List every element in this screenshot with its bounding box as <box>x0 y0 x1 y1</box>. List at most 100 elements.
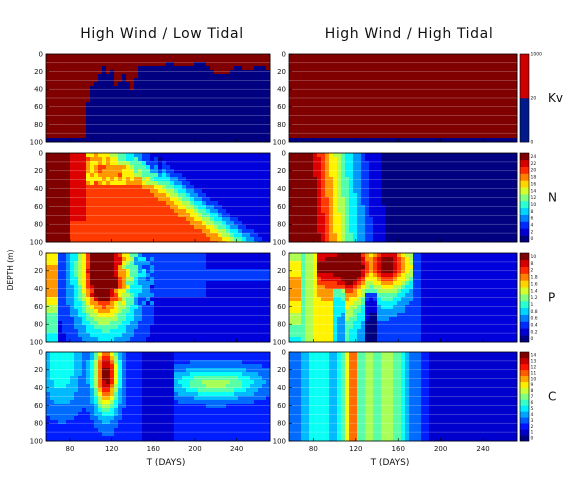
heat-cell <box>457 217 462 222</box>
heat-cell <box>182 134 187 139</box>
heat-cell <box>254 138 259 143</box>
heat-cell <box>505 98 510 103</box>
heat-cell <box>166 138 171 143</box>
heat-cell <box>493 161 498 166</box>
heat-cell <box>429 126 434 131</box>
heat-cell <box>94 169 99 174</box>
heat-cell <box>122 106 127 111</box>
heat-cell <box>301 70 306 75</box>
heat-cell <box>461 110 466 115</box>
heat-cell <box>317 126 322 131</box>
heat-cell <box>122 78 127 83</box>
heat-cell <box>86 66 91 71</box>
heat-cell <box>461 134 466 139</box>
heat-cell <box>218 122 223 127</box>
heat-cell <box>505 193 510 198</box>
heat-cell <box>74 62 79 67</box>
heat-cell <box>58 185 63 190</box>
heat-cell <box>262 90 267 95</box>
heat-cell <box>437 209 442 214</box>
heat-cell <box>90 229 95 234</box>
heat-cell <box>78 209 83 214</box>
heat-cell <box>313 78 318 83</box>
heat-cell <box>214 217 219 222</box>
heat-cell <box>234 157 239 162</box>
heat-cell <box>293 78 298 83</box>
heat-cell <box>437 181 442 186</box>
heat-cell <box>309 74 314 79</box>
heat-cell <box>146 70 151 75</box>
heat-cell <box>497 161 502 166</box>
heat-cell <box>345 134 350 139</box>
heat-cell <box>206 181 211 186</box>
panel-gridlines <box>289 62 517 134</box>
heat-cell <box>170 165 175 170</box>
heat-cell <box>238 217 243 222</box>
heat-cell <box>457 90 462 95</box>
heat-cell <box>477 82 482 87</box>
heat-cell <box>337 177 342 182</box>
heat-cell <box>258 78 263 83</box>
heat-cell <box>445 217 450 222</box>
heat-cell <box>266 122 271 127</box>
heat-cell <box>461 62 466 67</box>
heat-cell <box>325 221 330 226</box>
heat-cell <box>138 114 143 119</box>
heat-cell <box>489 90 494 95</box>
heat-cell <box>62 229 67 234</box>
heat-cell <box>246 169 251 174</box>
heat-cell <box>174 189 179 194</box>
heat-cell <box>377 58 382 63</box>
heat-cell <box>242 138 247 143</box>
heat-cell <box>178 201 183 206</box>
heat-cell <box>234 221 239 226</box>
heat-cell <box>373 114 378 119</box>
heat-cell <box>46 197 51 202</box>
heat-cell <box>206 106 211 111</box>
heat-cell <box>509 78 514 83</box>
heat-cell <box>210 221 215 226</box>
heat-cell <box>377 126 382 131</box>
heat-cell <box>74 221 79 226</box>
heat-cell <box>473 90 478 95</box>
heat-cell <box>222 98 227 103</box>
heat-cell <box>309 181 314 186</box>
heat-cell <box>254 217 259 222</box>
heat-cell <box>150 98 155 103</box>
heat-cell <box>150 169 155 174</box>
heat-cell <box>497 201 502 206</box>
heat-cell <box>126 58 131 63</box>
heat-cell <box>258 197 263 202</box>
heat-cell <box>457 102 462 107</box>
heat-cell <box>114 114 119 119</box>
heat-cell <box>182 201 187 206</box>
heat-cell <box>473 114 478 119</box>
heat-cell <box>333 130 338 135</box>
heat-cell <box>409 138 414 143</box>
heat-cell <box>441 185 446 190</box>
heat-cell <box>74 189 79 194</box>
heat-cell <box>254 86 259 91</box>
heat-cell <box>122 197 127 202</box>
heat-cell <box>301 94 306 99</box>
heat-cell <box>349 54 354 59</box>
heat-cell <box>194 181 199 186</box>
heat-cell <box>465 82 470 87</box>
heat-cell <box>58 86 63 91</box>
heat-cell <box>198 138 203 143</box>
heat-cell <box>409 54 414 59</box>
heat-cell <box>485 134 490 139</box>
heat-cell <box>70 201 75 206</box>
heat-cell <box>162 118 167 123</box>
heat-cell <box>457 134 462 139</box>
heat-cell <box>254 58 259 63</box>
heat-cell <box>473 217 478 222</box>
heat-cell <box>226 102 231 107</box>
heat-cell <box>90 185 95 190</box>
heat-cell <box>345 225 350 230</box>
heat-cell <box>158 134 163 139</box>
heat-cell <box>102 102 107 107</box>
heat-cell <box>393 229 398 234</box>
heat-cell <box>154 177 159 182</box>
heat-cell <box>102 201 107 206</box>
